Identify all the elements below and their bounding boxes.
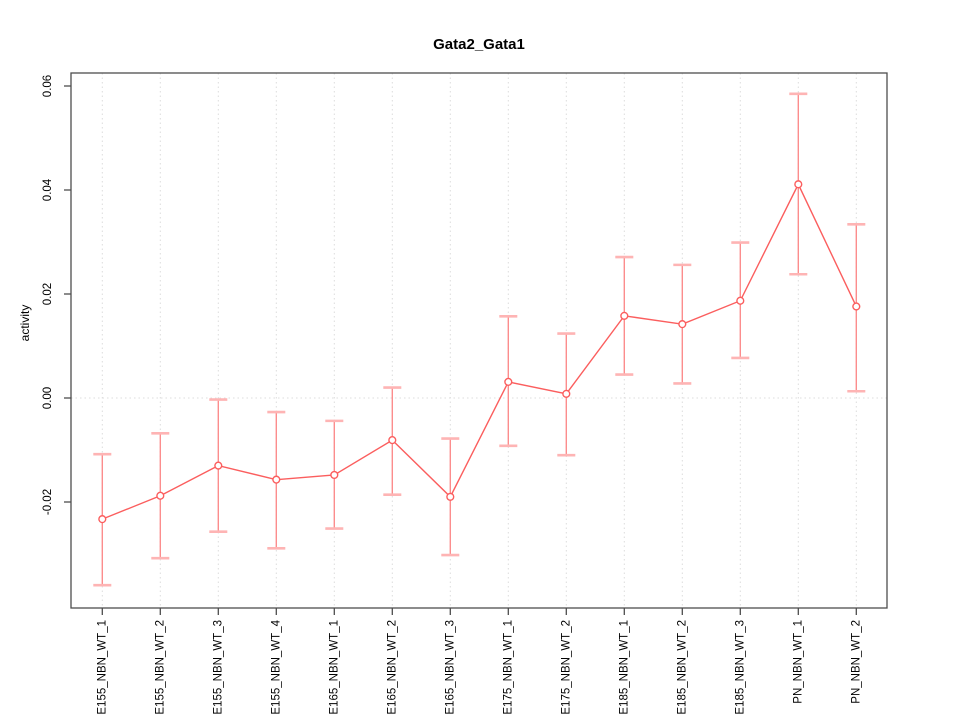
data-point <box>330 470 339 480</box>
y-tick-label: -0.02 <box>42 489 54 515</box>
data-point <box>678 320 687 329</box>
y-tick-label: 0.04 <box>42 178 54 201</box>
x-tick-label: E155_NBN_WT_3 <box>212 620 224 715</box>
x-tick-label: E155_NBN_WT_2 <box>154 620 166 715</box>
chart-title: Gata2_Gata1 <box>433 36 525 53</box>
series-layer <box>93 92 866 587</box>
series-line <box>102 182 857 520</box>
x-tick-label: E165_NBN_WT_3 <box>444 620 456 715</box>
data-point <box>736 296 745 305</box>
data-point <box>156 491 165 500</box>
x-tick-label: E165_NBN_WT_1 <box>328 620 340 715</box>
y-tick-label: 0.06 <box>42 75 54 97</box>
x-tick-label: E185_NBN_WT_3 <box>734 620 746 715</box>
data-point <box>852 302 861 311</box>
x-tick-label: E175_NBN_WT_2 <box>560 620 572 715</box>
y-tick-label: 0.02 <box>42 283 54 305</box>
data-point <box>620 311 629 320</box>
data-point <box>794 180 803 189</box>
data-point <box>98 515 107 524</box>
x-tick-label: E155_NBN_WT_4 <box>270 619 282 714</box>
data-point <box>504 377 513 386</box>
data-point <box>562 389 571 398</box>
x-tick-label: E155_NBN_WT_1 <box>96 620 108 715</box>
data-point <box>388 436 397 445</box>
y-tick-label: 0.00 <box>42 387 54 409</box>
x-tick-label: E165_NBN_WT_2 <box>386 620 398 715</box>
data-point <box>446 492 455 501</box>
plot-frame <box>70 72 888 609</box>
data-point <box>272 475 281 484</box>
y-axis-label: activity <box>18 305 32 342</box>
x-tick-label: E185_NBN_WT_1 <box>618 620 630 715</box>
grid-layer <box>71 73 887 608</box>
x-tick-label: E185_NBN_WT_2 <box>676 620 688 715</box>
axis-layer: -0.02 0.00 0.02 0.04 0.06 E155_NBN_WT_1 E155_N… <box>42 72 888 715</box>
x-tick-label: E175_NBN_WT_1 <box>502 620 514 715</box>
data-point <box>214 461 223 470</box>
x-tick-label: PN_NBN_WT_2 <box>850 620 862 704</box>
x-tick-label: PN_NBN_WT_1 <box>792 620 804 704</box>
